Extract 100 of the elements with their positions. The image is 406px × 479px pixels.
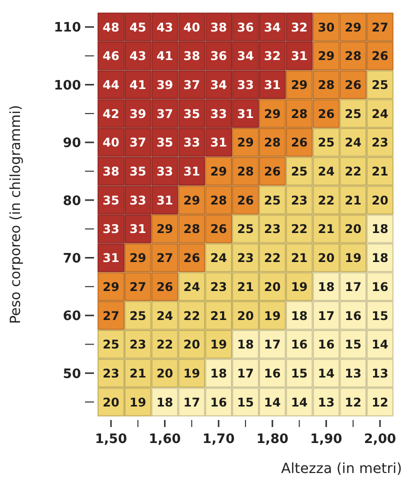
data-label: 26: [237, 193, 254, 208]
data-label: 40: [183, 20, 200, 34]
data-label: 31: [156, 193, 174, 208]
data-label: 26: [264, 164, 281, 179]
data-label: 40: [102, 136, 120, 150]
data-label: 33: [130, 193, 146, 208]
data-label: 23: [264, 222, 281, 236]
data-label: 34: [264, 20, 281, 34]
data-label: 13: [344, 366, 362, 380]
data-label: 31: [290, 49, 308, 64]
data-label: 31: [102, 251, 120, 266]
data-label: 21: [372, 164, 388, 179]
data-label: 18: [290, 308, 308, 323]
data-label: 26: [290, 136, 308, 150]
data-label: 28: [290, 106, 308, 121]
data-label: 38: [183, 49, 200, 64]
data-label: 23: [102, 366, 120, 380]
data-label: 41: [156, 49, 174, 64]
data-label: 20: [237, 308, 254, 323]
data-label: 26: [183, 251, 200, 266]
data-label: 14: [264, 395, 281, 410]
data-label: 29: [156, 222, 174, 236]
data-label: 33: [237, 78, 254, 92]
data-label: 28: [318, 78, 335, 92]
data-label: 33: [183, 136, 200, 150]
data-label: 24: [318, 164, 335, 179]
data-label: 24: [372, 106, 388, 121]
data-label: 36: [210, 49, 227, 64]
data-label: 14: [290, 395, 308, 410]
x-tick-label: 1,90: [310, 432, 342, 447]
data-label: 29: [290, 78, 308, 92]
data-label: 18: [372, 222, 388, 236]
data-label: 29: [183, 193, 200, 208]
data-label: 19: [210, 338, 227, 352]
data-label: 35: [130, 164, 146, 179]
data-label: 39: [130, 106, 146, 121]
data-label: 21: [344, 193, 362, 208]
x-tick-label: 1,60: [148, 432, 181, 447]
data-label: 43: [156, 20, 174, 34]
data-label: 19: [290, 280, 308, 294]
data-label: 25: [290, 164, 308, 179]
data-label: 18: [156, 395, 174, 410]
data-label: 44: [102, 78, 120, 92]
y-tick-label: 70: [62, 251, 81, 266]
data-label: 25: [318, 136, 335, 150]
data-label: 13: [372, 366, 388, 380]
data-label: 24: [344, 136, 362, 150]
data-label: 26: [344, 78, 362, 92]
data-label: 16: [372, 280, 388, 294]
x-tick-label: 1,80: [256, 432, 288, 447]
data-label: 17: [318, 308, 335, 323]
data-label: 20: [318, 251, 335, 266]
data-label: 36: [237, 20, 254, 34]
data-label: 25: [102, 338, 120, 352]
data-label: 17: [183, 395, 200, 410]
data-label: 22: [344, 164, 362, 179]
data-label: 14: [372, 338, 388, 352]
data-label: 21: [318, 222, 335, 236]
data-label: 20: [156, 366, 174, 380]
data-label: 18: [372, 251, 388, 266]
data-label: 16: [264, 366, 281, 380]
y-tick-label: 80: [62, 194, 81, 209]
y-tick-label: 110: [54, 20, 81, 36]
data-label: 26: [372, 49, 388, 64]
data-label: 38: [102, 164, 120, 179]
data-label: 31: [183, 164, 200, 179]
data-label: 31: [237, 106, 254, 121]
data-label: 17: [344, 280, 362, 294]
data-label: 23: [210, 280, 227, 294]
data-label: 29: [210, 164, 227, 179]
data-label: 23: [290, 193, 308, 208]
data-label: 46: [102, 49, 120, 64]
data-label: 43: [130, 49, 146, 64]
data-label: 33: [156, 164, 174, 179]
y-tick-label: 50: [62, 366, 81, 382]
data-label: 20: [264, 280, 281, 294]
data-label: 20: [344, 222, 362, 236]
data-label: 17: [237, 366, 254, 380]
data-label: 16: [344, 308, 362, 323]
data-label: 18: [318, 280, 335, 294]
data-label: 17: [264, 338, 281, 352]
data-label: 15: [290, 366, 308, 380]
data-label: 12: [344, 395, 362, 410]
data-label: 23: [237, 251, 254, 266]
data-label: 28: [344, 49, 362, 64]
data-label: 29: [130, 251, 146, 266]
data-label: 20: [102, 395, 120, 410]
data-label: 25: [264, 193, 281, 208]
data-label: 27: [156, 251, 174, 266]
data-label: 22: [183, 308, 200, 323]
data-label: 29: [344, 20, 362, 34]
data-label: 35: [183, 106, 200, 121]
data-label: 29: [264, 106, 281, 121]
data-label: 15: [372, 308, 388, 323]
data-label: 29: [318, 49, 335, 64]
data-label: 25: [130, 308, 146, 323]
data-label: 35: [102, 193, 120, 208]
data-label: 19: [130, 395, 146, 410]
data-label: 15: [344, 338, 362, 352]
data-label: 21: [237, 280, 254, 294]
